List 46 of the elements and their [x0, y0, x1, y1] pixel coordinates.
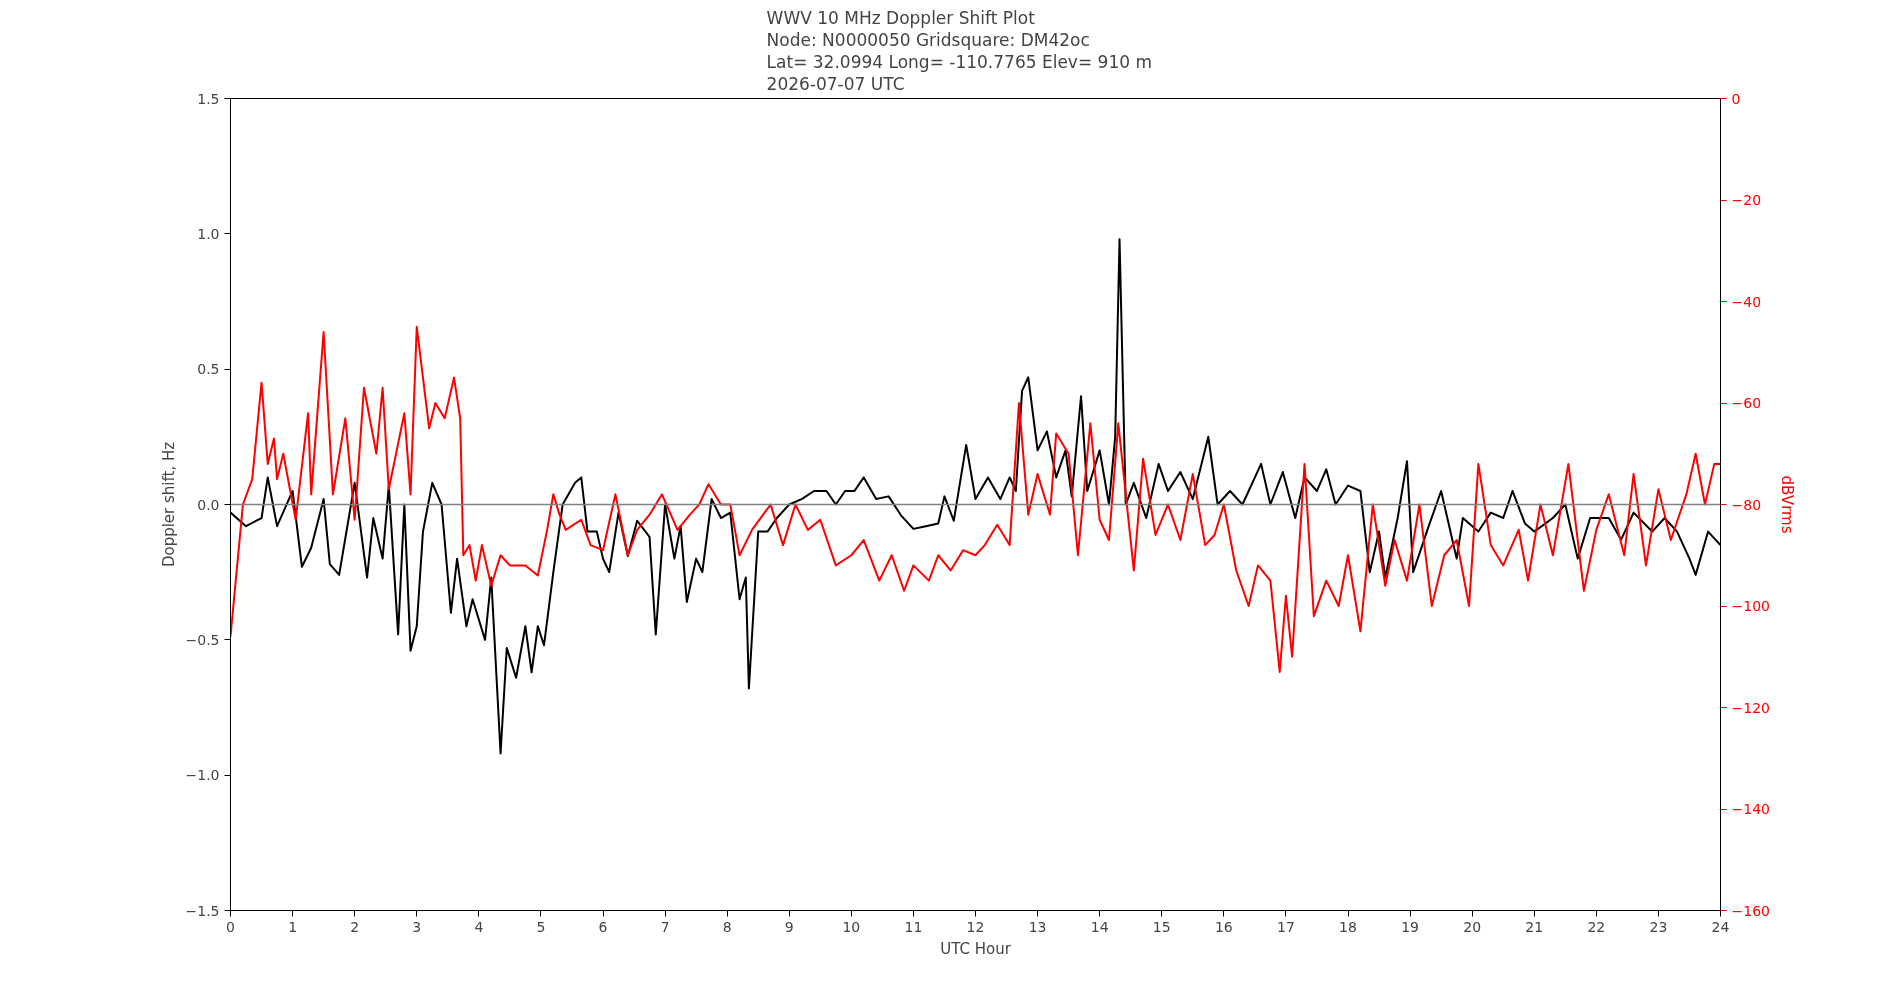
- y2-tick-label: −100: [1731, 598, 1770, 614]
- y-tick-label: −0.5: [185, 631, 220, 648]
- y2-tick-label: −120: [1731, 699, 1770, 716]
- x-tick-label: 23: [1649, 918, 1668, 935]
- chart-title: WWV 10 MHz Doppler Shift Plot Node: N0000050 Gridsquare: DM42oc Lat= 32.0994 Long= -110.7765 Elev= 910 m 2026-07-07 UTC: [766, 7, 1152, 94]
- x-tick-label: 7: [660, 918, 670, 935]
- x-tick-label: 4: [474, 918, 484, 935]
- x-tick-label: 3: [412, 918, 422, 935]
- x-tick-label: 16: [1214, 918, 1233, 935]
- y-tick-label: −1.0: [185, 767, 220, 784]
- x-tick-label: 11: [904, 918, 923, 935]
- x-tick-label: 20: [1463, 918, 1482, 935]
- y2-tick-label: −40: [1731, 293, 1762, 310]
- x-tick-label: 5: [536, 918, 546, 935]
- x-tick-label: 15: [1152, 918, 1171, 935]
- y2-tick-label: −80: [1731, 496, 1762, 513]
- y2-tick-label: −160: [1731, 902, 1770, 919]
- x-tick-label: 22: [1587, 918, 1606, 935]
- y-tick-label: −1.5: [185, 902, 220, 919]
- y-tick-label: 1.5: [197, 90, 220, 107]
- line-series: [230, 325, 1721, 673]
- x-tick-label: 13: [1028, 918, 1047, 935]
- x-tick-label: 24: [1711, 918, 1730, 935]
- x-tick-label: 6: [598, 918, 608, 935]
- x-tick-label: 21: [1525, 918, 1544, 935]
- x-tick-label: 10: [842, 918, 861, 935]
- x-tick-label: 0: [226, 918, 235, 935]
- y-axis-title: Doppler shift, Hz: [159, 441, 178, 568]
- y2-tick-label: −140: [1731, 801, 1770, 817]
- x-tick-label: 19: [1401, 918, 1419, 935]
- x-tick-label: 17: [1277, 918, 1295, 935]
- y2-tick-label: −20: [1731, 192, 1762, 208]
- x-axis-title: UTC Hour: [940, 939, 1012, 958]
- x-tick-label: 18: [1339, 918, 1357, 935]
- x-tick-label: 8: [722, 918, 732, 935]
- x-tick-label: 12: [966, 918, 985, 935]
- y-tick-label: 1.0: [197, 225, 220, 242]
- x-tick-label: 9: [784, 918, 794, 935]
- y2-tick-label: −60: [1731, 395, 1762, 411]
- y2-tick-label: 0: [1731, 90, 1741, 107]
- y2-axis-title: dBVrms: [1777, 475, 1796, 534]
- x-tick-label: 14: [1090, 918, 1109, 935]
- y-tick-label: 0.0: [197, 496, 220, 513]
- x-tick-label: 2: [350, 918, 360, 935]
- y-tick-label: 0.5: [197, 361, 220, 378]
- x-tick-label: 1: [288, 918, 298, 935]
